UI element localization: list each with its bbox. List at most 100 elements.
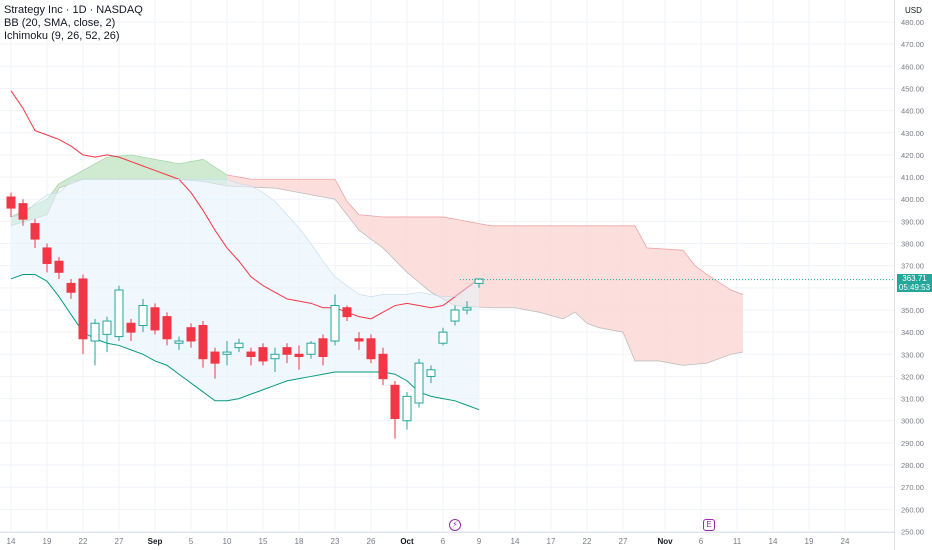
candle-body — [474, 278, 484, 284]
time-tick-label: 23 — [331, 537, 340, 546]
time-tick-label: 18 — [295, 537, 304, 546]
candle — [210, 347, 220, 379]
earnings-event-icon[interactable]: E — [703, 519, 715, 531]
time-tick-label: 14 — [511, 537, 520, 546]
time-tick-label: 5 — [189, 537, 194, 546]
candle-body — [114, 289, 124, 338]
candle-body — [246, 351, 256, 357]
candle — [66, 278, 76, 299]
price-tick-label: 340.00 — [901, 328, 924, 337]
candle — [198, 321, 208, 368]
candle-body — [42, 247, 52, 264]
candle — [246, 347, 256, 366]
candle — [402, 391, 412, 430]
candle-body — [318, 338, 328, 357]
candle-body — [174, 340, 184, 344]
candle — [366, 334, 376, 364]
price-tick-label: 410.00 — [901, 173, 924, 182]
time-axis: 14 19 22 27 Sep 5 10 15 18 23 26 Oct 6 9 14 17 22 27 Nov 6 1… — [0, 532, 894, 550]
candle — [138, 298, 148, 333]
candle — [6, 192, 16, 217]
candle — [318, 334, 328, 366]
price-tick-label: 370.00 — [901, 262, 924, 271]
candle-body — [414, 362, 424, 404]
price-tick-label: 480.00 — [901, 18, 924, 27]
time-tick-label: 27 — [619, 537, 628, 546]
time-tick-label: 22 — [583, 537, 592, 546]
candle-body — [162, 316, 172, 340]
candle — [378, 347, 388, 386]
candle-body — [30, 223, 40, 240]
candle-body — [18, 203, 28, 220]
price-tick-label: 270.00 — [901, 483, 924, 492]
price-tick-label: 400.00 — [901, 195, 924, 204]
candle-body — [138, 305, 148, 326]
price-tick-label: 290.00 — [901, 439, 924, 448]
candle-body — [282, 347, 292, 355]
candle — [294, 345, 304, 370]
bollinger-bands — [10, 90, 480, 411]
candle-body — [270, 353, 280, 360]
price-tick-label: 260.00 — [901, 505, 924, 514]
candle — [414, 358, 424, 408]
candle — [102, 316, 112, 353]
time-tick-label: 14 — [769, 537, 778, 546]
price-tick-label: 420.00 — [901, 151, 924, 160]
price-tick-label: 470.00 — [901, 40, 924, 49]
bar-countdown: 05:49:53 — [898, 283, 931, 292]
candle-body — [438, 331, 448, 344]
candle-body — [330, 305, 340, 342]
lightning-icon[interactable]: ⚡ — [449, 519, 461, 531]
price-tick-label: 320.00 — [901, 372, 924, 381]
earnings-label: E — [706, 520, 712, 529]
time-tick-label: 19 — [43, 537, 52, 546]
candle — [150, 303, 160, 335]
candle-body — [210, 351, 220, 364]
candle-body — [222, 351, 232, 355]
price-tick-label: 300.00 — [901, 417, 924, 426]
candle — [234, 338, 244, 353]
candle — [78, 274, 88, 355]
candle — [306, 340, 316, 359]
candlestick-series — [6, 192, 484, 439]
indicator-ichimoku-label[interactable]: Ichimoku (9, 26, 52, 26) — [4, 30, 120, 42]
time-tick-label: 10 — [223, 537, 232, 546]
time-tick-label: 27 — [115, 537, 124, 546]
bb-fill — [11, 179, 479, 410]
kumo-bear-area-edge — [226, 174, 744, 295]
price-tick-label: 310.00 — [901, 395, 924, 404]
candle-body — [342, 307, 352, 318]
candle-body — [126, 322, 136, 333]
candle — [114, 285, 124, 341]
symbol-title[interactable]: Strategy Inc · 1D · NASDAQ — [4, 4, 143, 16]
time-tick-label: Nov — [657, 537, 673, 546]
indicator-bollinger-label[interactable]: BB (20, SMA, close, 2) — [4, 17, 116, 29]
kumo-bull-area — [11, 154, 227, 226]
candle — [42, 243, 52, 273]
time-tick-label: 9 — [477, 537, 482, 546]
candle — [174, 336, 184, 350]
candle — [18, 199, 28, 226]
candle-body — [78, 278, 88, 340]
time-tick-label: Sep — [148, 537, 163, 546]
candle-body — [294, 353, 304, 357]
time-tick-label: Oct — [400, 537, 414, 546]
bb-lower-line — [10, 274, 480, 411]
time-tick-label: 15 — [259, 537, 268, 546]
time-tick-label: 24 — [841, 537, 850, 546]
price-tick-label: 280.00 — [901, 461, 924, 470]
price-tick-label: 330.00 — [901, 350, 924, 359]
candle-body — [462, 307, 472, 311]
candle-body — [198, 324, 208, 360]
candle — [258, 343, 268, 366]
candle-body — [90, 322, 100, 342]
candle-body — [450, 309, 460, 322]
candle — [426, 365, 436, 384]
price-tick-label: 380.00 — [901, 240, 924, 249]
candle — [474, 278, 484, 288]
time-tick-label: 17 — [547, 537, 556, 546]
candle-body — [102, 320, 112, 335]
candle-body — [6, 196, 16, 209]
time-tick-label: 22 — [79, 537, 88, 546]
